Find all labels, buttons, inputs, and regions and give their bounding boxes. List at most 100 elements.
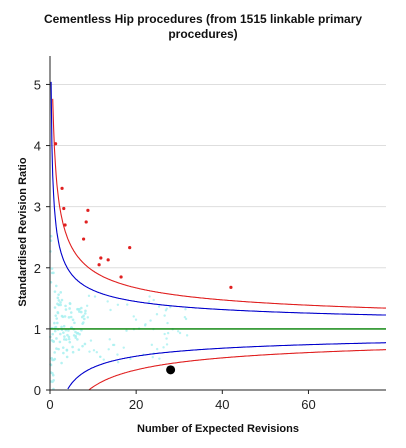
- background-unit-point: [109, 308, 112, 312]
- x-tick-label: 0: [46, 397, 53, 412]
- background-unit-point: [77, 348, 81, 352]
- background-unit-point: [64, 304, 67, 308]
- background-unit-point: [50, 267, 54, 270]
- background-unit-point: [60, 298, 64, 302]
- background-unit-point: [60, 325, 63, 329]
- chart-title: Cementless Hip procedures (from 1515 lin…: [0, 12, 406, 42]
- highlighted-unit-point: [166, 365, 176, 375]
- background-unit-point: [129, 357, 132, 361]
- lower-inner-limit-line: [67, 342, 386, 390]
- background-unit-point: [169, 305, 172, 309]
- background-unit-point: [164, 309, 168, 312]
- background-unit-point: [151, 355, 154, 359]
- y-tick-label: 1: [34, 322, 41, 337]
- background-unit-point: [69, 311, 73, 314]
- background-unit-point: [56, 321, 59, 325]
- x-tick-label: 60: [301, 397, 315, 412]
- background-unit-point: [52, 271, 55, 275]
- background-unit-point: [155, 347, 159, 351]
- outlier-point: [86, 208, 90, 212]
- background-unit-point: [80, 306, 83, 310]
- background-unit-point: [57, 299, 61, 302]
- background-unit-point: [83, 312, 87, 315]
- background-unit-point: [165, 343, 169, 346]
- tick-labels: 0 20 40 60 0 1 2 3 4 5: [34, 77, 316, 412]
- background-unit-point: [126, 303, 129, 306]
- background-unit-point: [62, 338, 66, 341]
- background-unit-point: [68, 340, 72, 344]
- background-unit-point: [65, 355, 69, 359]
- background-unit-point: [163, 332, 166, 336]
- lower-outer-limit-line: [88, 349, 387, 391]
- outlier-point: [106, 258, 110, 262]
- outlier-point: [229, 285, 233, 289]
- background-unit-point: [64, 338, 68, 341]
- outlier-point: [128, 246, 132, 250]
- background-unit-point: [166, 321, 169, 325]
- background-unit-point: [54, 325, 58, 329]
- background-unit-point: [122, 346, 125, 349]
- background-unit-point: [84, 309, 87, 313]
- control-limits: [50, 81, 387, 391]
- background-unit-point: [59, 303, 62, 307]
- upper-inner-limit-line: [50, 81, 386, 316]
- x-axis-label: Number of Expected Revisions: [137, 423, 299, 435]
- background-unit-point: [125, 329, 128, 332]
- background-unit-point: [165, 337, 168, 340]
- background-unit-point: [185, 334, 189, 337]
- background-unit-point: [57, 303, 61, 307]
- background-unit-point: [82, 314, 85, 318]
- outlier-point: [63, 223, 67, 227]
- background-unit-point: [157, 305, 161, 308]
- x-tick-label: 20: [129, 397, 143, 412]
- background-unit-point: [184, 308, 187, 311]
- background-unit-point: [63, 315, 67, 318]
- background-unit-point: [59, 332, 62, 336]
- outlier-point: [62, 206, 66, 211]
- background-unit-point: [116, 303, 120, 307]
- background-unit-point: [162, 346, 165, 349]
- background-unit-point: [132, 315, 135, 318]
- background-unit-point: [53, 290, 57, 293]
- background-unit-point: [67, 337, 71, 341]
- background-unit-point: [71, 350, 75, 354]
- y-tick-label: 4: [34, 139, 41, 154]
- background-unit-point: [116, 361, 120, 364]
- background-unit-point: [67, 329, 70, 332]
- background-unit-point: [134, 318, 138, 321]
- y-tick-label: 0: [34, 383, 41, 398]
- background-unit-point: [59, 301, 62, 304]
- background-unit-point: [51, 373, 55, 377]
- outlier-points: [54, 142, 233, 289]
- x-tick-label: 40: [215, 397, 229, 412]
- background-unit-point: [53, 329, 57, 333]
- background-unit-point: [62, 331, 65, 334]
- background-unit-point: [83, 342, 87, 346]
- highlighted-unit-group: [166, 365, 176, 375]
- background-unit-point: [81, 344, 84, 348]
- background-unit-point: [184, 317, 188, 321]
- background-unit-point: [108, 338, 111, 341]
- background-unit-point: [74, 336, 77, 339]
- background-unit-point: [111, 343, 115, 347]
- background-unit-point: [102, 358, 105, 361]
- background-unit-point: [95, 350, 99, 354]
- background-unit-point: [79, 310, 83, 314]
- background-unit-point: [163, 314, 166, 317]
- background-unit-point: [71, 345, 74, 349]
- background-unit-point: [106, 300, 109, 303]
- background-unit-point: [51, 332, 54, 336]
- background-unit-point: [54, 284, 58, 288]
- background-unit-point: [58, 340, 62, 344]
- background-unit-point: [53, 351, 56, 354]
- outlier-point: [54, 142, 58, 146]
- background-unit-point: [69, 315, 73, 319]
- background-unit-point: [144, 323, 147, 326]
- background-unit-point: [53, 357, 57, 361]
- background-unit-point: [82, 321, 85, 324]
- background-unit-point: [49, 234, 53, 238]
- gridlines: [50, 83, 386, 330]
- background-unit-point: [89, 339, 93, 342]
- background-unit-point: [158, 357, 161, 360]
